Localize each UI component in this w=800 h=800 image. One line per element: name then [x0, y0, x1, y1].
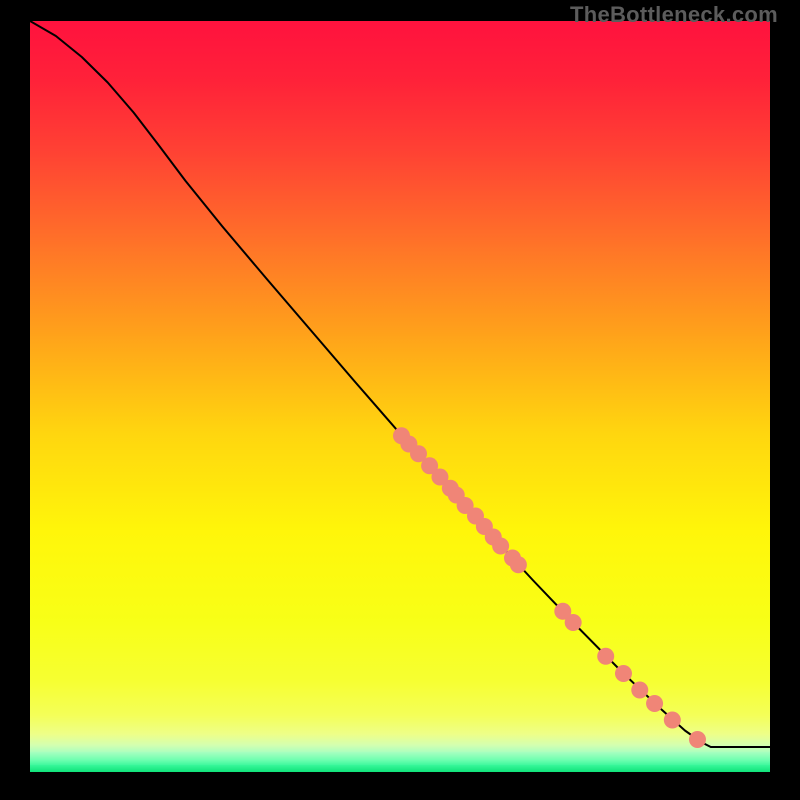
data-marker — [631, 682, 648, 699]
stage: TheBottleneck.com — [0, 0, 800, 800]
data-marker — [597, 648, 614, 665]
data-marker — [664, 712, 681, 729]
data-marker — [615, 665, 632, 682]
data-marker — [510, 556, 527, 573]
watermark-label: TheBottleneck.com — [570, 2, 778, 28]
marker-group — [393, 427, 706, 748]
data-marker — [565, 614, 582, 631]
curve-line — [30, 21, 770, 747]
data-marker — [689, 731, 706, 748]
curve-overlay — [30, 21, 770, 771]
plot-area — [30, 21, 770, 771]
data-marker — [646, 695, 663, 712]
